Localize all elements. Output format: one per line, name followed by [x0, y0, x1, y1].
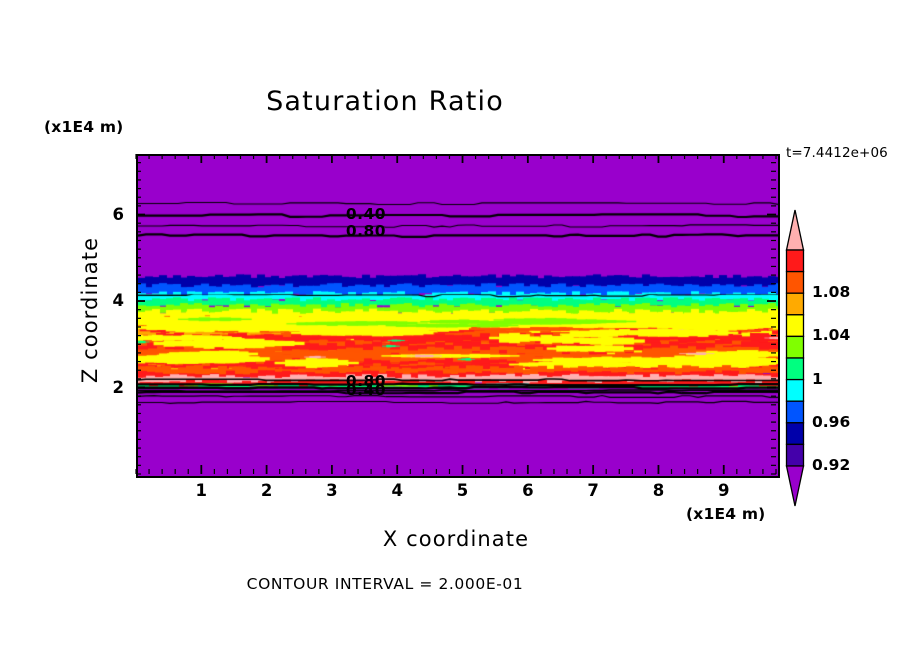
- contour-label: 0.40: [345, 380, 387, 399]
- y-tick-label: 6: [112, 204, 124, 224]
- y-axis-units-label: (x1E4 m): [44, 118, 124, 136]
- colorbar-tick-label: 1: [812, 369, 823, 388]
- x-tick-label: 4: [391, 481, 403, 500]
- colorbar-tick-label: 1.08: [812, 283, 851, 302]
- y-tick-label: 2: [112, 377, 124, 397]
- colorbar: [782, 208, 808, 508]
- contour-label: 0.80: [345, 221, 387, 240]
- colorbar-tick-label: 1.04: [812, 326, 851, 345]
- contour-label: 0.80: [345, 372, 387, 391]
- x-tick-label: 1: [195, 481, 208, 500]
- x-tick-label: 5: [456, 481, 469, 500]
- x-axis-title: X coordinate: [382, 527, 530, 551]
- contour-field: [138, 156, 778, 476]
- contour-label: 0.40: [345, 204, 387, 223]
- x-tick-label: 8: [652, 481, 665, 500]
- contour-interval-caption: CONTOUR INTERVAL = 2.000E-01: [246, 575, 524, 593]
- x-tick-label: 2: [260, 481, 273, 500]
- y-axis-title: Z coordinate: [78, 236, 102, 384]
- x-tick-label: 9: [718, 481, 730, 500]
- x-tick-label: 7: [587, 481, 599, 500]
- timestamp-annotation: t=7.4412e+06: [786, 145, 888, 161]
- x-axis-units-label: (x1E4 m): [686, 505, 766, 523]
- x-tick-label: 3: [326, 481, 338, 500]
- x-tick-label: 6: [522, 481, 534, 500]
- contour-plot-area: [136, 154, 780, 478]
- colorbar-tick-label: 0.96: [812, 412, 851, 431]
- colorbar-tick-label: 0.92: [812, 456, 851, 474]
- page-title: Saturation Ratio: [266, 86, 504, 117]
- y-tick-label: 4: [112, 291, 124, 311]
